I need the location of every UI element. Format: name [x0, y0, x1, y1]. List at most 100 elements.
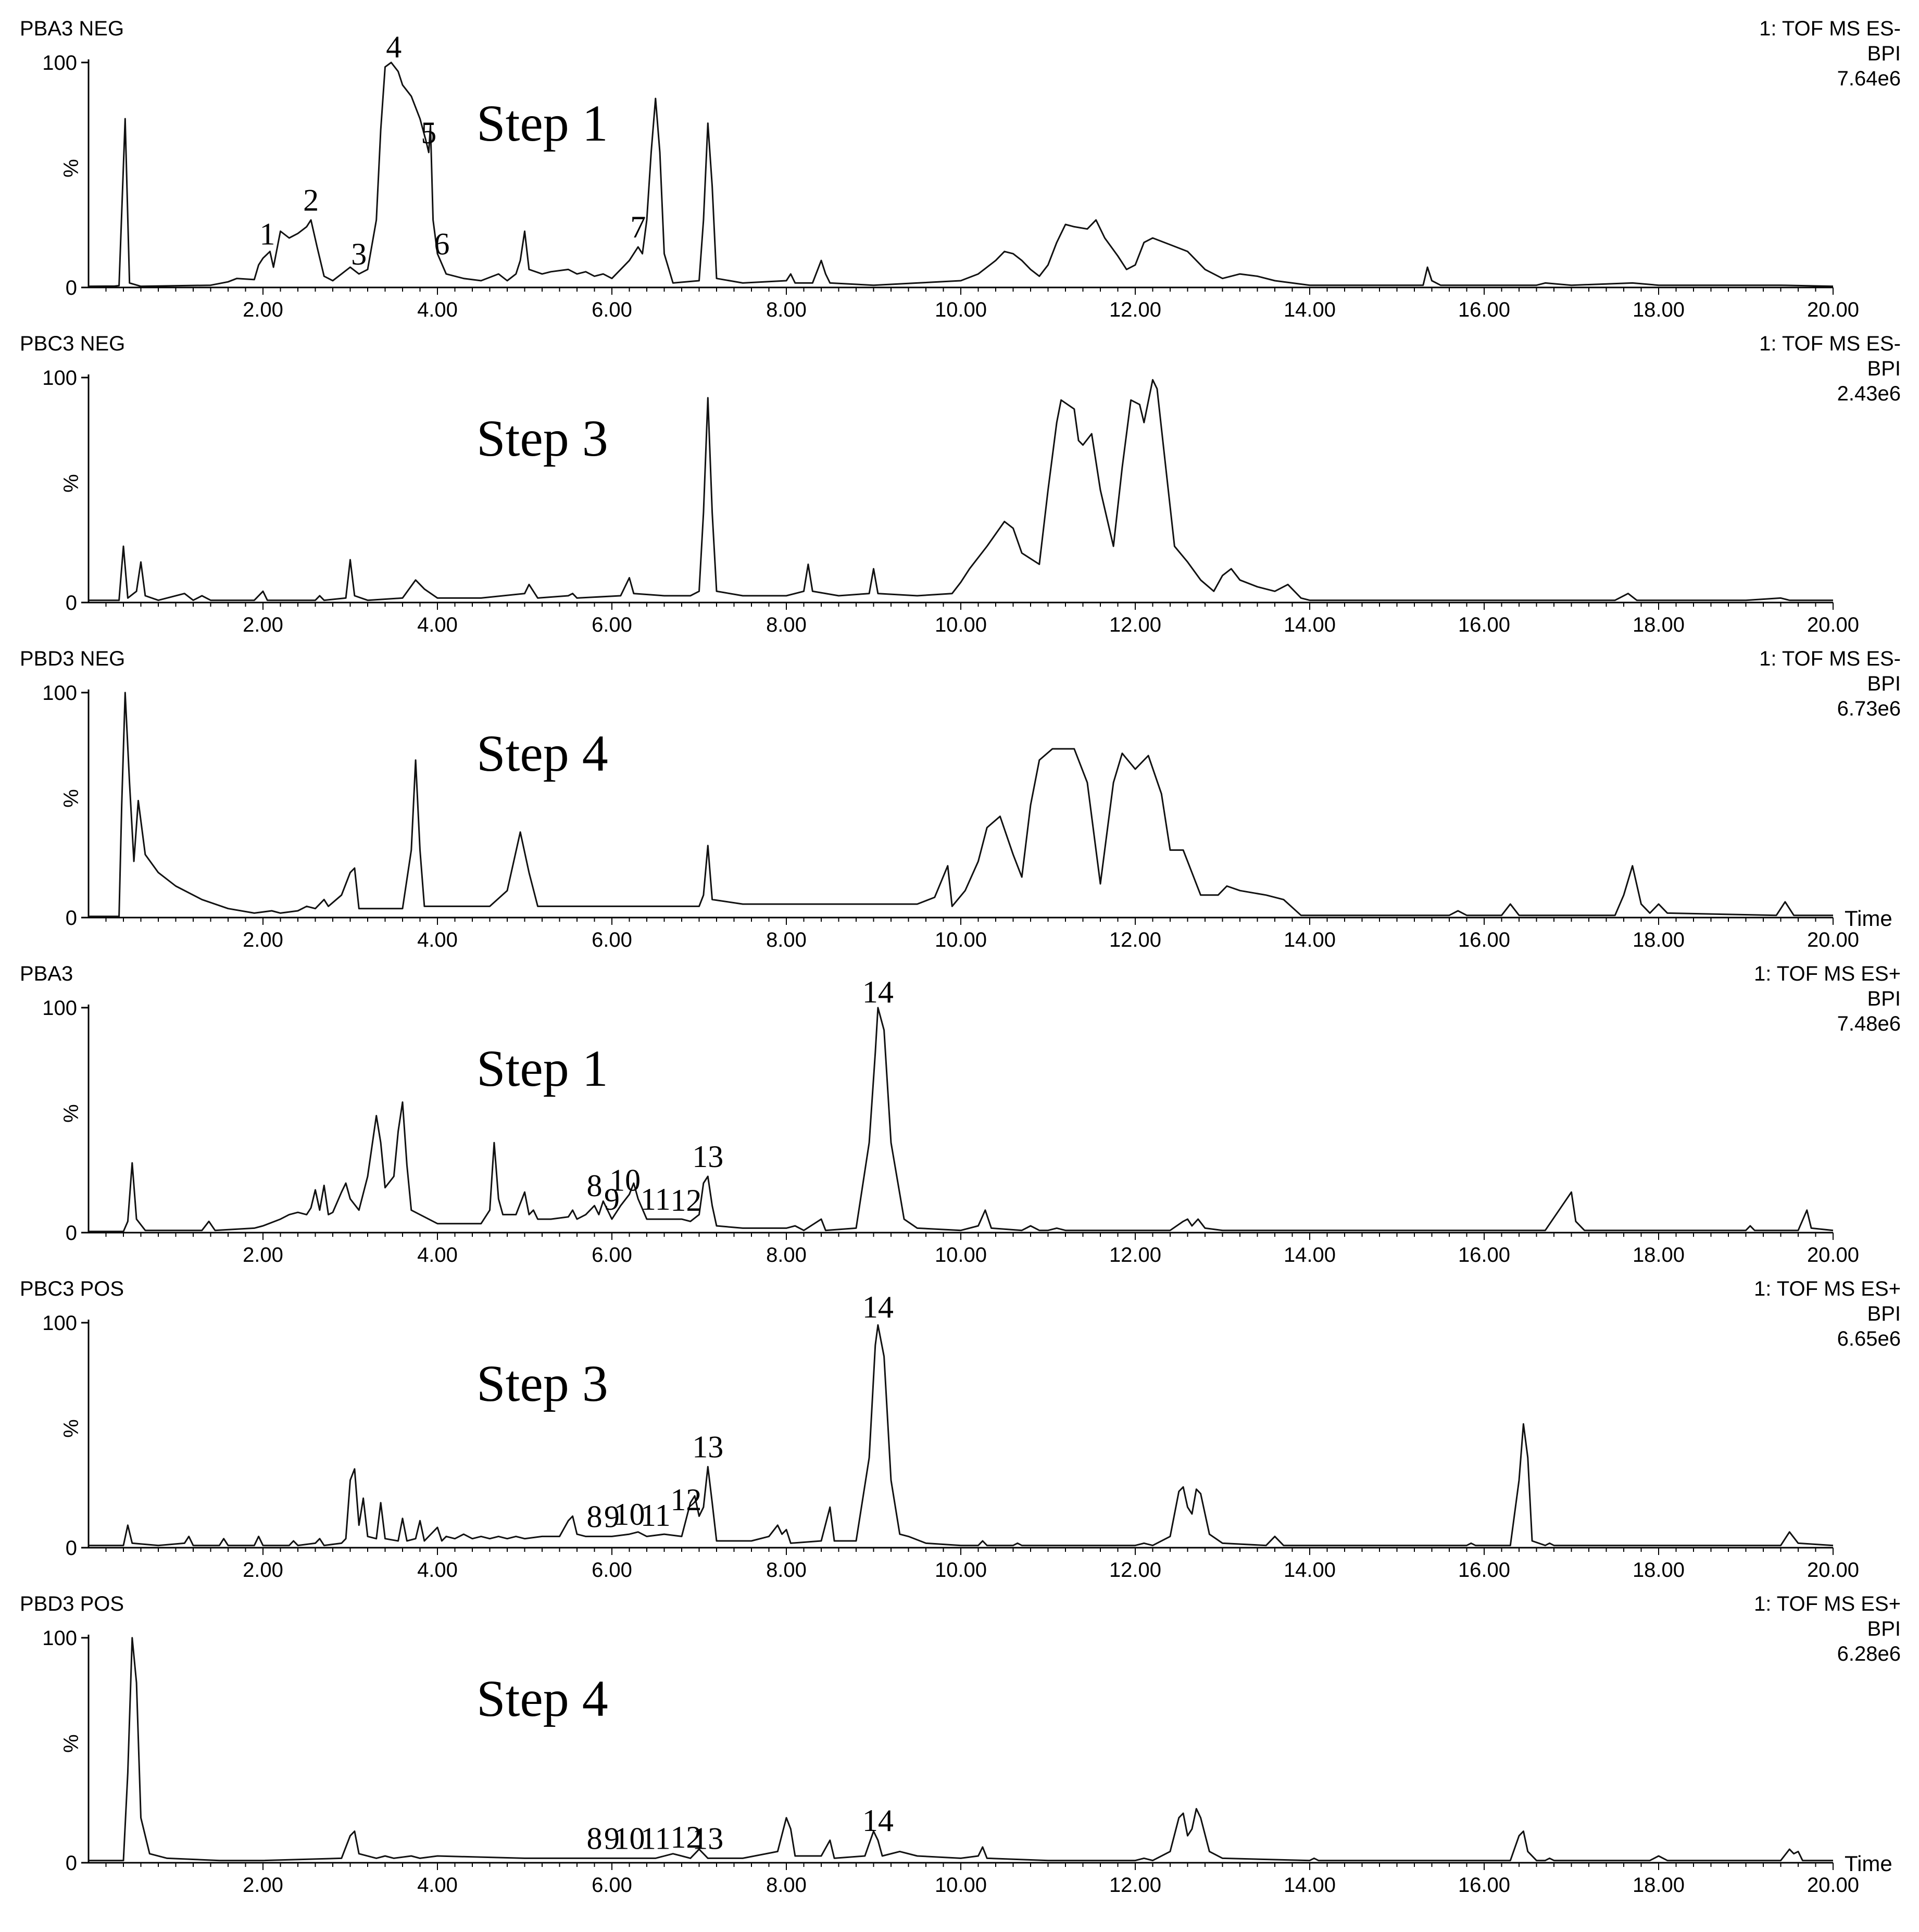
x-tick-label: 10.00 — [935, 1559, 987, 1582]
panel-step-label: Step 4 — [476, 724, 608, 782]
bpi-trace — [89, 692, 1833, 918]
x-tick-label: 4.00 — [417, 929, 458, 951]
x-tick-label: 6.00 — [592, 298, 632, 321]
peak-label: 8 — [587, 1821, 603, 1855]
panel-intensity: 6.73e6 — [1837, 697, 1901, 720]
peak-label: 8 — [587, 1169, 603, 1203]
peak-label: 3 — [351, 237, 367, 271]
y-tick-label: 100 — [42, 682, 77, 705]
panel-step-label: Step 3 — [476, 1354, 608, 1412]
x-tick-label: 8.00 — [766, 1244, 807, 1266]
panel-step-label: Step 4 — [476, 1670, 608, 1727]
x-tick-label: 4.00 — [417, 613, 458, 636]
x-tick-label: 12.00 — [1109, 613, 1161, 636]
peak-label: 11 — [641, 1821, 671, 1855]
x-tick-label: 16.00 — [1458, 929, 1510, 951]
peak-label: 7 — [630, 210, 646, 244]
x-tick-label: 18.00 — [1633, 929, 1685, 951]
x-tick-label: 4.00 — [417, 1559, 458, 1582]
peak-label: 11 — [641, 1182, 671, 1216]
y-axis-label: % — [60, 1734, 83, 1753]
peak-label: 14 — [862, 1803, 894, 1838]
x-tick-label: 6.00 — [592, 1559, 632, 1582]
y-tick-label: 100 — [42, 367, 77, 390]
panel-mode: 1: TOF MS ES+ — [1754, 1277, 1901, 1300]
panel-mode: 1: TOF MS ES+ — [1754, 1592, 1901, 1615]
panel-sample-name: PBA3 NEG — [20, 17, 124, 40]
y-tick-label: 100 — [42, 997, 77, 1020]
x-tick-label: 10.00 — [935, 1244, 987, 1266]
panel-mode: 1: TOF MS ES+ — [1754, 962, 1901, 985]
x-tick-label: 2.00 — [243, 1559, 283, 1582]
bpi-trace — [89, 1324, 1834, 1547]
peak-label: 9 — [604, 1821, 620, 1855]
x-tick-label: 18.00 — [1633, 1559, 1685, 1582]
x-tick-label: 12.00 — [1109, 929, 1161, 951]
panel-trace: BPI — [1867, 1302, 1901, 1325]
x-tick-label: 10.00 — [935, 298, 987, 321]
x-tick-label: 20.00 — [1807, 1874, 1859, 1897]
x-tick-label: 14.00 — [1284, 613, 1336, 636]
x-tick-label: 10.00 — [935, 613, 987, 636]
x-axis-label: Time — [1845, 906, 1892, 931]
panel-intensity: 6.65e6 — [1837, 1327, 1901, 1350]
x-tick-label: 14.00 — [1284, 1559, 1336, 1582]
x-tick-label: 10.00 — [935, 929, 987, 951]
y-axis-label: % — [60, 474, 83, 493]
panel-mode: 1: TOF MS ES- — [1759, 332, 1901, 355]
x-tick-label: 2.00 — [243, 929, 283, 951]
x-tick-label: 8.00 — [766, 298, 807, 321]
x-tick-label: 20.00 — [1807, 298, 1859, 321]
peak-label: 9 — [604, 1499, 620, 1534]
panel-trace: BPI — [1867, 672, 1901, 695]
x-tick-label: 8.00 — [766, 929, 807, 951]
x-tick-label: 6.00 — [592, 1244, 632, 1266]
y-tick-label: 100 — [42, 52, 77, 74]
y-tick-label: 100 — [42, 1627, 77, 1650]
x-tick-label: 18.00 — [1633, 1244, 1685, 1266]
x-tick-label: 8.00 — [766, 1559, 807, 1582]
x-tick-label: 18.00 — [1633, 298, 1685, 321]
x-tick-label: 16.00 — [1458, 613, 1510, 636]
panel-sample-name: PBC3 POS — [20, 1277, 124, 1300]
peak-label: 5 — [421, 116, 436, 150]
y-tick-label: 0 — [66, 1537, 77, 1560]
panel-sample-name: PBC3 NEG — [20, 332, 125, 355]
x-tick-label: 12.00 — [1109, 1244, 1161, 1266]
x-axis-label: Time — [1845, 1851, 1892, 1876]
y-axis-label: % — [60, 789, 83, 808]
x-tick-label: 16.00 — [1458, 1559, 1510, 1582]
x-tick-label: 20.00 — [1807, 1559, 1859, 1582]
y-axis-label: % — [60, 1104, 83, 1123]
x-tick-label: 12.00 — [1109, 298, 1161, 321]
peak-label: 12 — [670, 1483, 701, 1517]
peak-label: 14 — [862, 975, 894, 1009]
x-tick-label: 14.00 — [1284, 1874, 1336, 1897]
x-tick-label: 2.00 — [243, 1874, 283, 1897]
x-tick-label: 20.00 — [1807, 1244, 1859, 1266]
y-tick-label: 0 — [66, 1222, 77, 1245]
x-tick-label: 2.00 — [243, 1244, 283, 1266]
panel-intensity: 7.48e6 — [1837, 1012, 1901, 1035]
panel-intensity: 6.28e6 — [1837, 1642, 1901, 1665]
x-tick-label: 20.00 — [1807, 929, 1859, 951]
peak-label: 2 — [303, 183, 319, 217]
peak-label: 4 — [386, 30, 402, 64]
panel-sample-name: PBD3 POS — [20, 1592, 124, 1615]
x-tick-label: 6.00 — [592, 613, 632, 636]
bpi-trace — [89, 1007, 1834, 1233]
peak-label: 10 — [614, 1497, 645, 1532]
panel-sample-name: PBA3 — [20, 962, 73, 985]
peak-label: 10 — [609, 1163, 641, 1197]
x-tick-label: 16.00 — [1458, 1244, 1510, 1266]
panel-step-label: Step 3 — [476, 409, 608, 467]
panel-intensity: 2.43e6 — [1837, 382, 1901, 405]
x-tick-label: 14.00 — [1284, 298, 1336, 321]
x-tick-label: 14.00 — [1284, 929, 1336, 951]
